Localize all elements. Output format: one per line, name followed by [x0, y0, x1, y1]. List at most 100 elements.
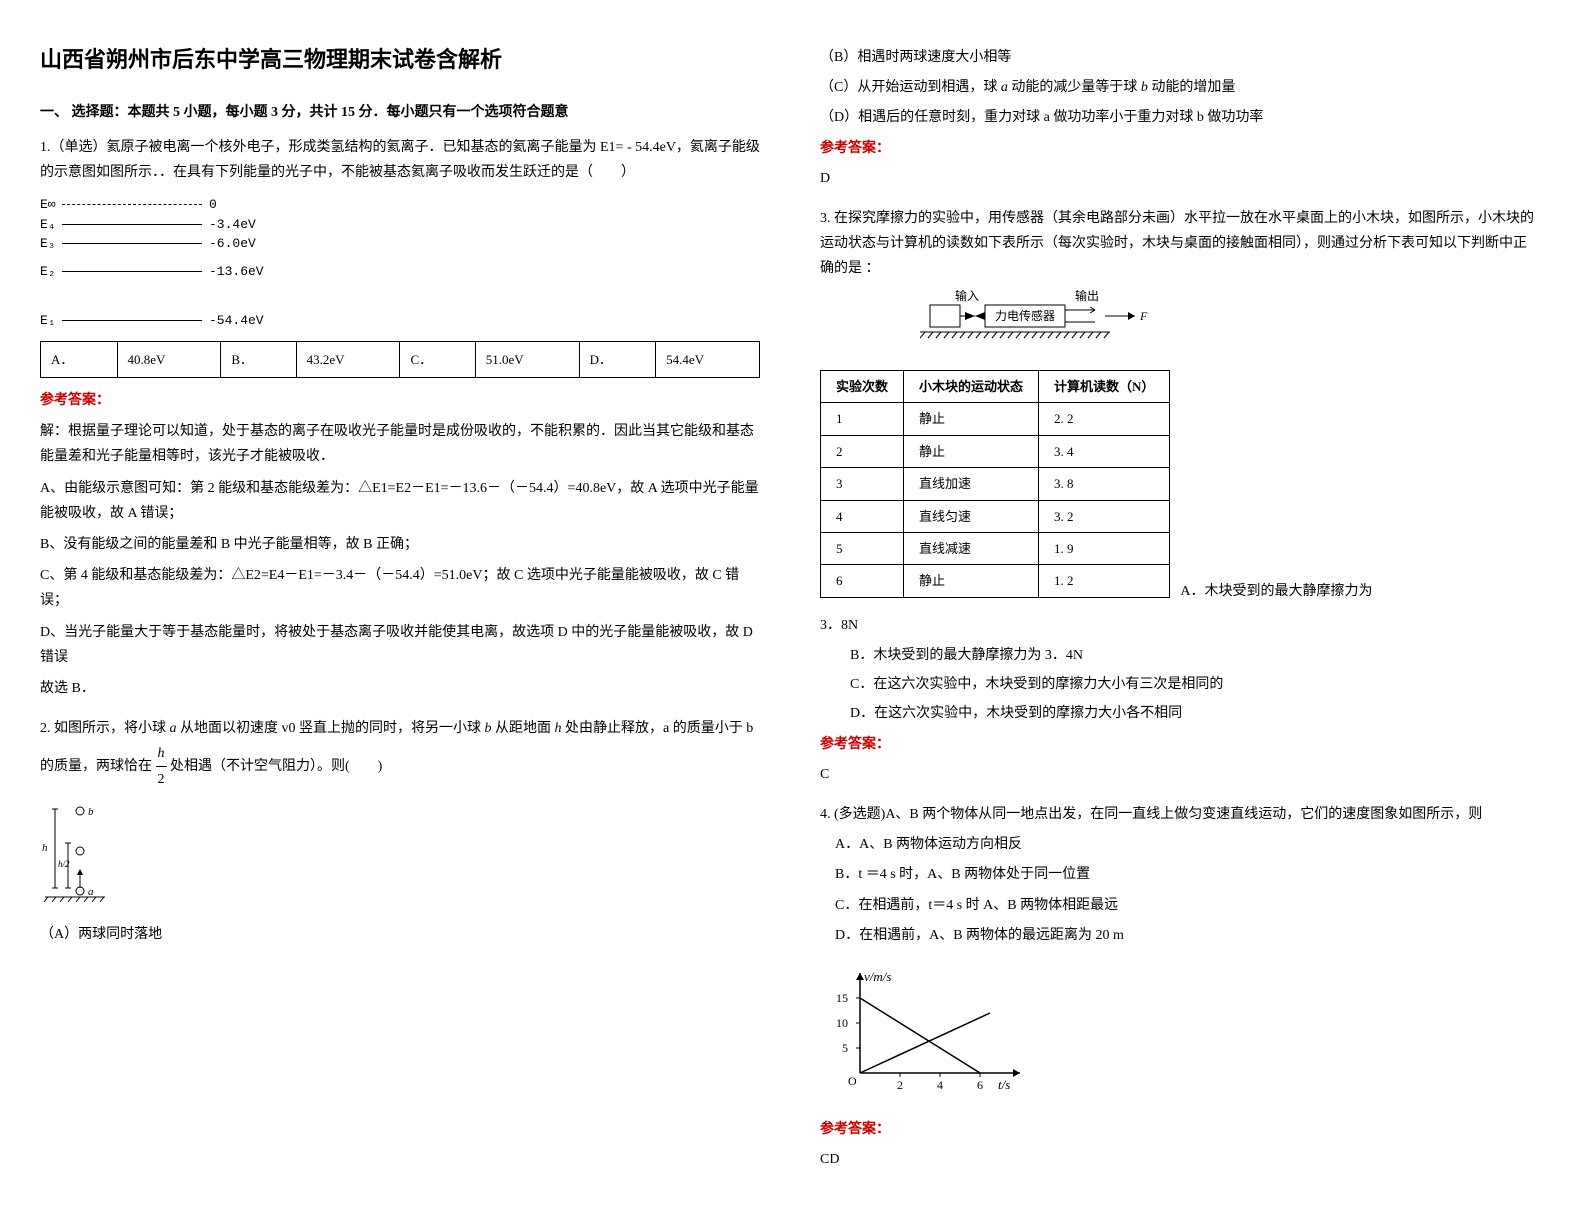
q1-text: 1.（单选）氦原子被电离一个核外电子，形成类氢结构的氦离子．已知基态的氦离子能量… — [40, 135, 760, 185]
svg-text:b: b — [88, 806, 94, 818]
q2-optB: （B）相遇时两球速度大小相等 — [820, 45, 1540, 70]
xtick-6: 6 — [977, 1078, 983, 1092]
q4-text: 4. (多选题)A、B 两个物体从同一地点出发，在同一直线上做匀变速直线运动，它… — [820, 802, 1540, 827]
solid-line — [62, 224, 202, 225]
table-row: 2 静止 3. 4 — [821, 435, 1170, 467]
table-row: 3 直线加速 3. 8 — [821, 468, 1170, 500]
answer-label: 参考答案： — [820, 1117, 1540, 1142]
q3-optD: D．在这六次实验中，木块受到的摩擦力大小各不相同 — [850, 701, 1540, 726]
col-header: 实验次数 — [821, 371, 904, 403]
question-4: 4. (多选题)A、B 两个物体从同一地点出发，在同一直线上做匀变速直线运动，它… — [820, 802, 1540, 1173]
q2-optC-1: （C）从开始运动到相遇，球 — [820, 80, 997, 95]
level-E3: E₃ — [40, 234, 60, 254]
q4-optD: D．在相遇前，A、B 两物体的最远距离为 20 m — [835, 923, 1540, 948]
cell: 直线加速 — [904, 468, 1039, 500]
velocity-chart: 5 10 15 2 4 6 O v/m/s t/s — [820, 963, 1040, 1093]
table-row: 1 静止 2. 2 — [821, 403, 1170, 435]
solid-line — [62, 243, 202, 244]
drop-svg: b h h/2 a — [40, 803, 110, 903]
output-label: 输出 — [1075, 290, 1099, 303]
table-row: 4 直线匀速 3. 2 — [821, 500, 1170, 532]
cell: 5 — [821, 533, 904, 565]
q2-optC-3: 动能的增加量 — [1151, 80, 1235, 95]
level-E2-val: -13.6eV — [209, 262, 264, 282]
level-E1-val: -54.4eV — [209, 311, 264, 331]
level-En-val: 0 — [209, 195, 217, 215]
level-E4-val: -3.4eV — [209, 215, 256, 235]
right-column: （B）相遇时两球速度大小相等 （C）从开始运动到相遇，球 a 动能的减少量等于球… — [820, 40, 1540, 1187]
cell: 6 — [821, 565, 904, 597]
choice-B: 43.2eV — [296, 341, 400, 377]
choice-D: 54.4eV — [656, 341, 760, 377]
q3-data-table: 实验次数 小木块的运动状态 计算机读数（N） 1 静止 2. 2 2 静止 3.… — [820, 370, 1170, 598]
left-column: 山西省朔州市后东中学高三物理期末试卷含解析 一、 选择题：本题共 5 小题，每小… — [40, 40, 760, 1187]
answer-label: 参考答案： — [40, 388, 760, 413]
table-header-row: 实验次数 小木块的运动状态 计算机读数（N） — [821, 371, 1170, 403]
q4-answer: CD — [820, 1147, 1540, 1172]
choice-D-label: D． — [579, 341, 656, 377]
cell: 3. 2 — [1039, 500, 1170, 532]
cell: 1. 9 — [1039, 533, 1170, 565]
level-En: E∞ — [40, 195, 60, 215]
q2-answer: D — [820, 166, 1540, 191]
level-E1: E₁ — [40, 311, 60, 331]
page-title: 山西省朔州市后东中学高三物理期末试卷含解析 — [40, 40, 760, 80]
q4-optC: C．在相遇前，t＝4 s 时 A、B 两物体相距最远 — [835, 893, 1540, 918]
force-label: F — [1139, 309, 1148, 323]
y-axis-label: v/m/s — [864, 969, 891, 984]
level-E3-val: -6.0eV — [209, 234, 256, 254]
cell: 静止 — [904, 403, 1039, 435]
q2-text: 2. 如图所示，将小球 a 从地面以初速度 v0 竖直上抛的同时，将另一小球 b… — [40, 716, 760, 793]
q2-optD: （D）相遇后的任意时刻，重力对球 a 做功功率小于重力对球 b 做功功率 — [820, 105, 1540, 130]
x-axis-label: t/s — [998, 1077, 1010, 1092]
var-a: a — [170, 721, 177, 736]
cell: 1 — [821, 403, 904, 435]
q3-optC: C．在这六次实验中，木块受到的摩擦力大小有三次是相同的 — [850, 672, 1540, 697]
cell: 3. 8 — [1039, 468, 1170, 500]
question-1: 1.（单选）氦原子被电离一个核外电子，形成类氢结构的氦离子．已知基态的氦离子能量… — [40, 135, 760, 701]
q1-choices-table: A． 40.8eV B． 43.2eV C． 51.0eV D． 54.4eV — [40, 341, 760, 378]
choice-A: 40.8eV — [117, 341, 221, 377]
q2-text-1: 2. 如图所示，将小球 — [40, 721, 166, 736]
q3-optA-part2: 3．8N — [820, 613, 1540, 638]
analysis-line: A、由能级示意图可知：第 2 能级和基态能级差为：△E1=E2－E1=－13.6… — [40, 476, 760, 526]
table-row: 5 直线减速 1. 9 — [821, 533, 1170, 565]
q4-optB: B．t ＝4 s 时，A、B 两物体处于同一位置 — [835, 862, 1540, 887]
col-header: 计算机读数（N） — [1039, 371, 1170, 403]
cell: 4 — [821, 500, 904, 532]
q3-optB: B．木块受到的最大静摩擦力为 3．4N — [850, 643, 1540, 668]
q3-optA-part1: A．木块受到的最大静摩擦力为 — [1180, 579, 1372, 608]
q2-text-2: 从地面以初速度 v0 竖直上抛的同时，将另一小球 — [180, 721, 481, 736]
q4-text-span: 4. (多选题)A、B 两个物体从同一地点出发，在同一直线上做匀变速直线运动，它… — [820, 807, 1482, 822]
ytick-10: 10 — [836, 1016, 848, 1030]
level-E4: E₄ — [40, 215, 60, 235]
q4-optA: A．A、B 两物体运动方向相反 — [835, 832, 1540, 857]
denominator: 2 — [156, 767, 167, 792]
level-E2: E₂ — [40, 262, 60, 282]
choice-C: 51.0eV — [475, 341, 579, 377]
q3-text: 3. 在探究摩擦力的实验中，用传感器（其余电路部分未画）水平拉一放在水平桌面上的… — [820, 206, 1540, 282]
sensor-svg: 输入 输出 力电传感器 F — [920, 290, 1180, 345]
ytick-5: 5 — [842, 1041, 848, 1055]
cell: 3. 4 — [1039, 435, 1170, 467]
svg-text:h: h — [42, 842, 48, 854]
cell: 静止 — [904, 435, 1039, 467]
q2-optC: （C）从开始运动到相遇，球 a 动能的减少量等于球 b 动能的增加量 — [820, 75, 1540, 100]
q2-text-3: 从距地面 — [495, 721, 551, 736]
q3-options: B．木块受到的最大静摩擦力为 3．4N C．在这六次实验中，木块受到的摩擦力大小… — [820, 643, 1540, 727]
analysis-line: 解：根据量子理论可以知道，处于基态的离子在吸收光子能量时是成份吸收的，不能积累的… — [40, 419, 760, 469]
question-3: 3. 在探究摩擦力的实验中，用传感器（其余电路部分未画）水平拉一放在水平桌面上的… — [820, 206, 1540, 787]
fraction-h2: h 2 — [156, 741, 167, 792]
question-2: 2. 如图所示，将小球 a 从地面以初速度 v0 竖直上抛的同时，将另一小球 b… — [40, 716, 760, 947]
var-h: h — [555, 721, 562, 736]
cell: 直线匀速 — [904, 500, 1039, 532]
solid-line — [62, 320, 202, 321]
choice-B-label: B． — [221, 341, 296, 377]
analysis-line: 故选 B． — [40, 676, 760, 701]
choice-C-label: C． — [400, 341, 475, 377]
numerator: h — [156, 741, 167, 767]
analysis-line: C、第 4 能级和基态能级差为：△E2=E4－E1=－3.4－（－54.4）=5… — [40, 563, 760, 613]
sensor-diagram: 输入 输出 力电传感器 F — [820, 290, 1540, 353]
energy-level-diagram: E∞ 0 E₄ -3.4eV E₃ -6.0eV E₂ -13.6eV E₁ — [40, 195, 760, 331]
cell: 1. 2 — [1039, 565, 1170, 597]
